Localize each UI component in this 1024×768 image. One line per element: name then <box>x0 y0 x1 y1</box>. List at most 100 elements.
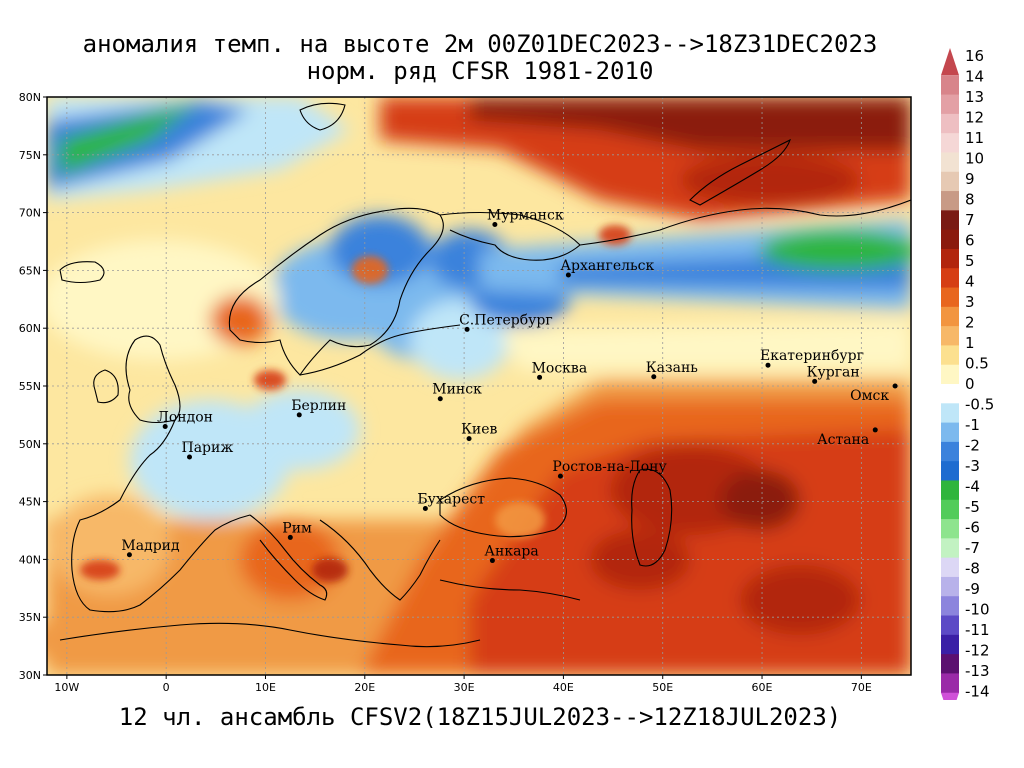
anomaly-field <box>47 97 911 675</box>
city-label: Екатеринбург <box>760 348 864 364</box>
city-label: Архангельск <box>560 258 654 274</box>
city-label: Париж <box>182 440 234 456</box>
city-marker <box>489 558 495 564</box>
colorbar-label: -9 <box>965 580 980 598</box>
colorbar-swatch <box>941 519 959 539</box>
colorbar-swatch <box>941 461 959 481</box>
lat-tick-label: 65N <box>19 264 41 277</box>
colorbar-label: -8 <box>965 560 980 578</box>
colorbar-label: 16 <box>965 47 984 65</box>
colorbar-label: -4 <box>965 478 980 496</box>
colorbar-swatch <box>941 615 959 636</box>
colorbar-label: 2 <box>965 314 975 332</box>
city-label: Курган <box>807 364 860 380</box>
colorbar-label: -12 <box>965 642 990 660</box>
cities: Мурманск Архангельск С.Петербург Москва Каза… <box>121 208 898 564</box>
colorbar-swatch <box>941 171 959 192</box>
colorbar-label: 10 <box>965 150 984 168</box>
colorbar-swatch <box>941 210 959 231</box>
city-label: Омск <box>850 388 889 404</box>
colorbar-swatch <box>941 326 959 346</box>
colorbar-swatch <box>941 673 959 694</box>
colorbar-swatch <box>941 557 959 578</box>
colorbar-swatch <box>941 229 959 250</box>
lat-ticks: 80N 75N 70N 65N 60N 55N 50N 45N 40N 35N 30N <box>19 91 47 682</box>
lon-tick-label: 30E <box>454 681 475 694</box>
colorbar-swatch <box>941 306 959 327</box>
city-marker <box>466 436 472 442</box>
colorbar-swatch <box>941 94 959 115</box>
city-label: Берлин <box>291 398 346 414</box>
lon-tick-label: 70E <box>851 681 872 694</box>
colorbar-label: 12 <box>965 109 984 127</box>
city-label: Мурманск <box>487 208 564 224</box>
colorbar-label: -11 <box>965 621 990 639</box>
colorbar-label: 0.5 <box>965 355 989 373</box>
colorbar-label: 1 <box>965 334 975 352</box>
city-marker <box>296 412 302 418</box>
colorbar-swatch <box>941 268 959 289</box>
colorbar-swatch <box>941 596 959 617</box>
lat-tick-label: 35N <box>19 611 41 624</box>
colorbar-label: -3 <box>965 457 980 475</box>
city-marker <box>565 272 571 278</box>
city-label: Казань <box>646 360 698 376</box>
colorbar-label: -13 <box>965 662 990 680</box>
colorbar-swatch <box>941 345 959 366</box>
colorbar-label: 9 <box>965 170 975 188</box>
coastlines <box>59 102 911 648</box>
lat-tick-label: 40N <box>19 553 41 566</box>
city-label: Рим <box>282 520 312 536</box>
city-marker <box>437 396 443 402</box>
lat-tick-label: 75N <box>19 149 41 162</box>
colorbar-label: -10 <box>965 601 990 619</box>
colorbar-swatch <box>941 634 959 655</box>
colorbar-swatch <box>941 133 959 153</box>
city-label: С.Петербург <box>459 312 553 328</box>
city-label: Астана <box>817 432 869 448</box>
colorbar-label: 13 <box>965 88 984 106</box>
lon-tick-label: 20E <box>354 681 375 694</box>
city-marker <box>872 427 878 433</box>
colorbar-label: -5 <box>965 498 980 516</box>
city-label: Анкара <box>484 544 538 560</box>
lon-ticks: 10W 0 10E 20E 30E 40E 50E 60E 70E <box>54 675 872 694</box>
city-marker <box>287 534 293 540</box>
colorbar-swatch <box>941 248 959 269</box>
colorbar-label: 8 <box>965 191 975 209</box>
title-line-2: норм. ряд CFSR 1981-2010 <box>306 57 654 85</box>
colorbar-swatch <box>941 48 959 76</box>
colorbar-swatch <box>941 538 959 559</box>
lat-tick-label: 45N <box>19 496 41 509</box>
colorbar-label: -14 <box>965 683 990 701</box>
colorbar-label: 0 <box>965 375 975 393</box>
colorbar-swatch <box>941 403 959 424</box>
colorbar-swatch <box>941 364 959 385</box>
colorbar-swatch <box>941 75 959 96</box>
lat-tick-label: 30N <box>19 669 41 682</box>
lat-tick-label: 50N <box>19 438 41 451</box>
city-marker <box>812 378 818 384</box>
title-line-1: аномалия темп. на высоте 2м 00Z01DEC2023… <box>82 30 878 58</box>
colorbar-swatch <box>941 576 959 597</box>
city-label: Киев <box>461 422 497 438</box>
lon-tick-label: 10W <box>54 681 79 694</box>
city-label: Мадрид <box>121 538 180 554</box>
colorbar-swatch <box>941 499 959 520</box>
lon-tick-label: 40E <box>553 681 574 694</box>
colorbar-swatch <box>941 480 959 501</box>
city-marker <box>492 222 498 228</box>
lon-tick-label: 50E <box>652 681 673 694</box>
city-marker <box>187 454 193 460</box>
colorbar-label: 5 <box>965 252 975 270</box>
colorbar-label: -6 <box>965 519 980 537</box>
colorbar-swatch <box>941 191 959 211</box>
city-marker <box>464 326 470 332</box>
lat-tick-label: 70N <box>19 207 41 220</box>
colorbar-label: -2 <box>965 437 980 455</box>
colorbar-label: 14 <box>965 68 984 86</box>
city-marker <box>162 423 168 429</box>
colorbar-label: -1 <box>965 416 980 434</box>
lat-tick-label: 60N <box>19 322 41 335</box>
city-marker <box>651 374 657 380</box>
